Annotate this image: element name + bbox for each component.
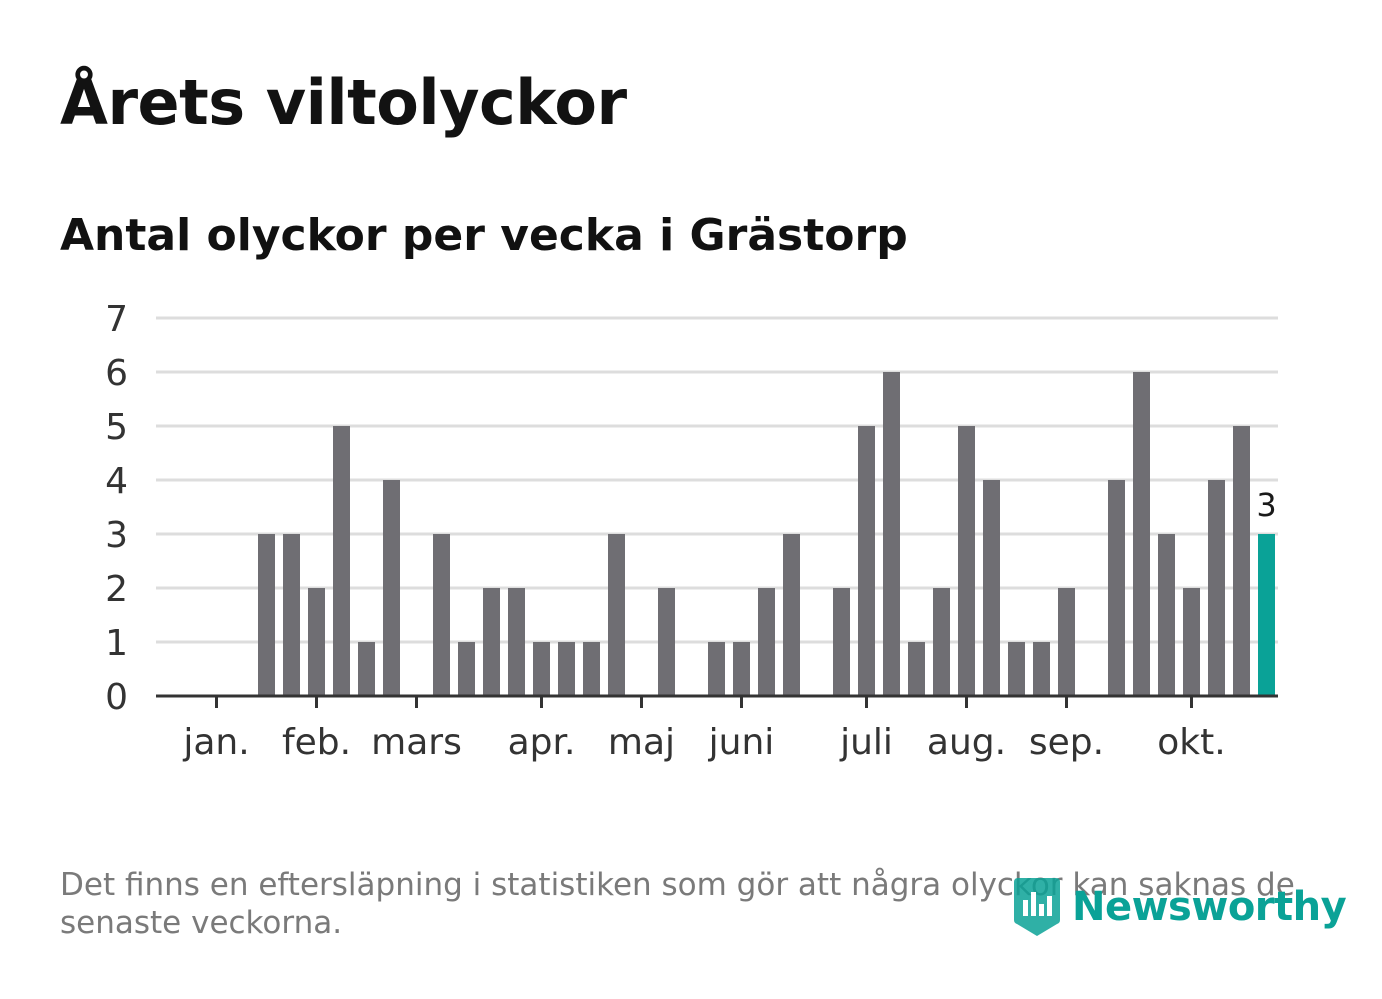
bar — [583, 642, 600, 696]
newsworthy-logo: Newsworthy — [1012, 876, 1347, 938]
bar — [1033, 642, 1050, 696]
bar-highlight — [1258, 534, 1275, 696]
bar — [758, 588, 775, 696]
bar — [308, 588, 325, 696]
bar — [783, 534, 800, 696]
x-tick-label: mars — [371, 722, 462, 763]
bar — [883, 372, 900, 696]
x-tick-label: feb. — [282, 722, 351, 763]
bar — [1233, 426, 1250, 696]
bar — [558, 642, 575, 696]
bar — [458, 642, 475, 696]
bar — [733, 642, 750, 696]
bar — [1208, 480, 1225, 696]
x-tick-label: okt. — [1157, 722, 1225, 763]
bar — [1158, 534, 1175, 696]
y-tick-label: 0 — [105, 677, 128, 718]
y-tick-label: 7 — [105, 299, 128, 340]
bar — [383, 480, 400, 696]
footnote: Det finns en eftersläpning i statistiken… — [60, 867, 1295, 941]
bar — [908, 642, 925, 696]
y-tick-label: 6 — [105, 353, 128, 394]
x-tick-label: juli — [839, 722, 893, 763]
chart-subtitle: Antal olyckor per vecka i Grästorp — [60, 210, 908, 261]
bar — [658, 588, 675, 696]
x-tick-label: maj — [608, 722, 675, 763]
bar — [608, 534, 625, 696]
logo-text: Newsworthy — [1072, 884, 1347, 930]
y-tick-label: 1 — [105, 623, 128, 664]
bar — [858, 426, 875, 696]
y-tick-label: 3 — [105, 515, 128, 556]
bar — [833, 588, 850, 696]
bar — [1058, 588, 1075, 696]
bar — [483, 588, 500, 696]
bar — [958, 426, 975, 696]
bar — [533, 642, 550, 696]
bar — [1183, 588, 1200, 696]
x-tick-label: apr. — [508, 722, 576, 763]
x-tick-label: sep. — [1029, 722, 1104, 763]
bar — [283, 534, 300, 696]
bar — [433, 534, 450, 696]
y-tick-label: 2 — [105, 569, 128, 610]
bar — [933, 588, 950, 696]
bar — [258, 534, 275, 696]
bar — [983, 480, 1000, 696]
data-label: 3 — [1256, 486, 1276, 524]
bar-chart: 0 1 2 3 4 5 6 7 3 jan. feb. mars apr. maj juni juli aug.… — [105, 299, 1278, 763]
x-tick-label: juni — [708, 722, 775, 763]
x-tick-label: jan. — [182, 722, 249, 763]
bar — [1133, 372, 1150, 696]
x-tick-label: aug. — [927, 722, 1006, 763]
bar — [358, 642, 375, 696]
bar — [508, 588, 525, 696]
bar — [708, 642, 725, 696]
y-tick-label: 5 — [105, 407, 128, 448]
chart-title: Årets viltolyckor — [60, 66, 627, 139]
bar — [333, 426, 350, 696]
bar — [1108, 480, 1125, 696]
bar — [1008, 642, 1025, 696]
y-tick-label: 4 — [105, 461, 128, 502]
newsworthy-logo-icon — [1014, 878, 1060, 936]
